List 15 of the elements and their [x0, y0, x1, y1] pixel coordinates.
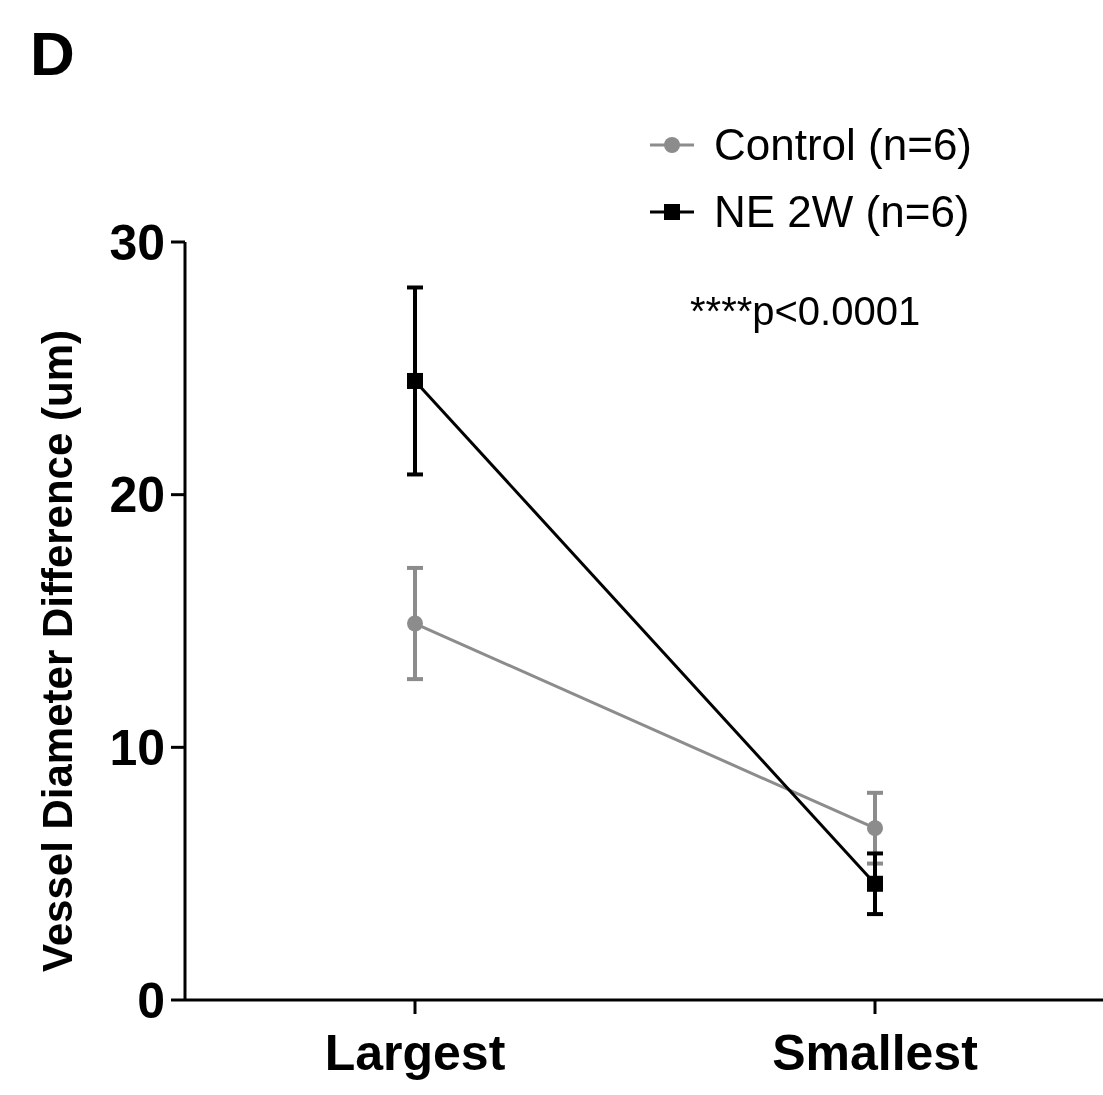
y-tick-label: 30 — [109, 214, 165, 271]
point — [867, 820, 883, 837]
y-tick-label: 10 — [109, 719, 165, 776]
point — [407, 615, 423, 632]
annotation: ****p<0.0001 — [690, 289, 921, 333]
point — [867, 875, 883, 892]
point — [407, 372, 423, 389]
y-axis-title: Vessel Diameter Difference (um) — [34, 330, 81, 972]
legend-label: Control (n=6) — [714, 120, 973, 170]
legend-label: NE 2W (n=6) — [714, 187, 970, 237]
chart-title: D — [30, 19, 75, 88]
y-tick-label: 20 — [109, 467, 165, 524]
x-tick-label: Largest — [324, 1025, 506, 1081]
x-tick-label: Smallest — [772, 1025, 979, 1081]
y-tick-label: 0 — [137, 972, 165, 1029]
